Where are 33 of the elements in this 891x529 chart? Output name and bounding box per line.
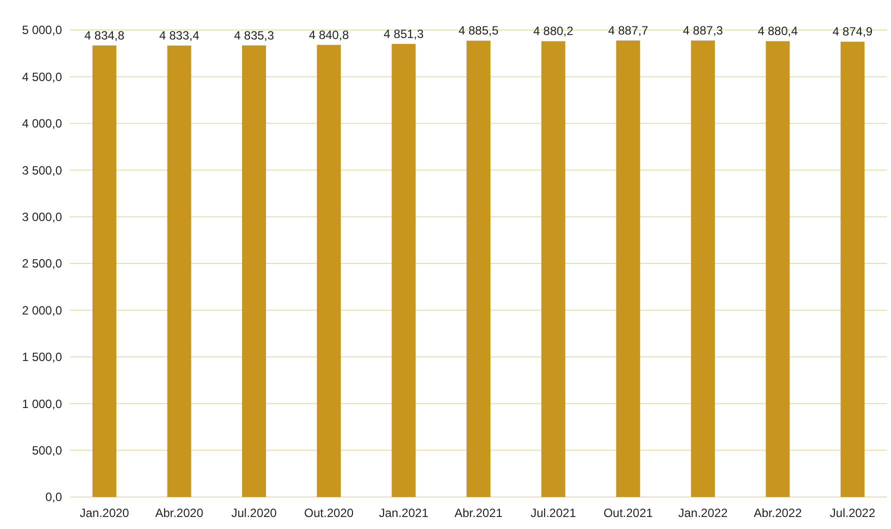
- x-tick-label: Jul.2022: [830, 506, 876, 520]
- x-tick-label: Jan.2020: [80, 506, 130, 520]
- data-label: 4 835,3: [234, 28, 274, 42]
- data-label: 4 874,9: [832, 24, 873, 39]
- x-tick-label: Jan.2022: [678, 506, 728, 520]
- data-label: 4 885,5: [458, 24, 499, 38]
- data-label: 4 887,3: [682, 24, 724, 38]
- x-tick-label: Abr.2020: [155, 506, 204, 520]
- x-tick-label: Jul.2021: [530, 506, 576, 520]
- data-label: 4 840,8: [308, 28, 350, 42]
- data-label: 4 834,8: [84, 28, 125, 42]
- y-tick-label: 2 500,0: [22, 256, 62, 271]
- y-tick-label: 3 500,0: [22, 163, 62, 178]
- x-tick-label: Jan.2021: [378, 506, 429, 520]
- x-tick-label: Out.2020: [304, 506, 354, 520]
- x-tick-label: Abr.2022: [754, 506, 802, 520]
- y-tick-label: 4 500,0: [22, 70, 62, 84]
- x-tick-label: Jul.2020: [231, 506, 278, 520]
- data-label: 4 833,4: [159, 28, 200, 43]
- data-label: 4 880,2: [533, 24, 574, 38]
- y-tick-label: 1 000,0: [22, 396, 62, 411]
- y-tick-label: 5 000,0: [22, 23, 62, 38]
- y-tick-label: 1 500,0: [22, 350, 62, 364]
- data-label: 4 851,3: [384, 26, 424, 41]
- x-tick-label: Abr.2021: [454, 506, 503, 520]
- y-tick-label: 3 000,0: [22, 210, 62, 224]
- y-tick-label: 4 000,0: [22, 116, 62, 131]
- data-label: 4 880,4: [758, 24, 798, 38]
- y-tick-label: 500,0: [32, 444, 62, 458]
- y-tick-label: 0,0: [45, 490, 62, 504]
- y-tick-label: 2 000,0: [22, 303, 62, 318]
- data-label: 4 887,7: [608, 23, 648, 38]
- x-tick-label: Out.2021: [603, 506, 654, 520]
